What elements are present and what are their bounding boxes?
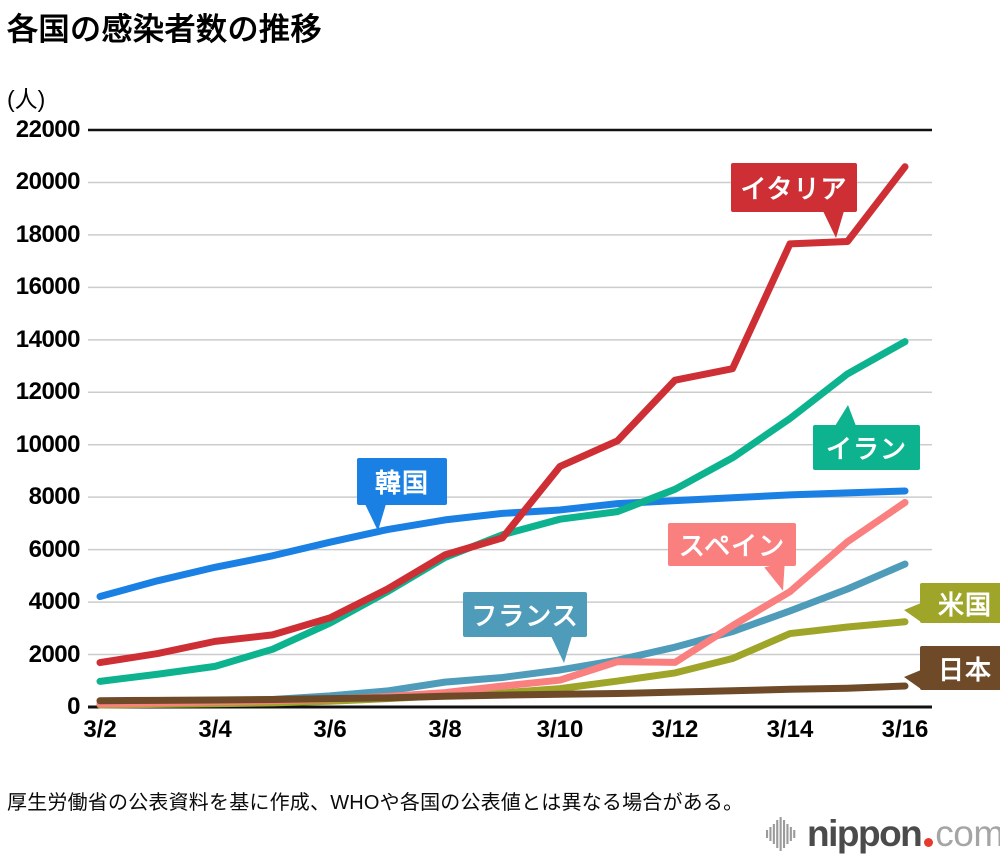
series-line-japan: [96, 682, 909, 705]
callout-pointer: [823, 211, 844, 238]
x-tick-label: 3/6: [313, 716, 347, 743]
series-label-france-text: フランス: [471, 601, 579, 631]
y-tick-label: 12000: [15, 378, 81, 406]
nippon-logo: nippon com: [766, 813, 1000, 855]
chart-title: 各国の感染者数の推移: [7, 12, 322, 47]
soundwave-icon: [766, 817, 796, 851]
series-label-italy: イタリア: [731, 163, 857, 238]
x-tick-label: 3/12: [651, 716, 699, 743]
logo-brand: nippon: [807, 813, 923, 854]
y-tick-label: 20000: [15, 168, 81, 196]
logo-tld: com: [935, 813, 1000, 854]
series-line-italy: [96, 163, 909, 667]
y-tick-label: 8000: [28, 483, 81, 511]
series-label-france: フランス: [463, 592, 587, 663]
y-tick-label: 18000: [15, 220, 81, 248]
series-label-korea-text: 韓国: [374, 468, 429, 498]
callout-pointer: [835, 405, 856, 426]
series-label-spain-text: スペイン: [678, 531, 786, 561]
y-tick-label: 14000: [15, 325, 81, 353]
series-label-japan-text: 日本: [937, 654, 992, 685]
y-tick-label: 22000: [15, 116, 81, 143]
series-label-iran-text: イラン: [825, 434, 907, 464]
y-tick-label: 4000: [28, 588, 81, 616]
x-tick-label: 3/10: [536, 716, 584, 743]
series-label-iran: イラン: [813, 405, 920, 470]
source-note: 厚生労働省の公表資料を基に作成、WHOや各国の公表値とは異なる場合がある。: [7, 792, 744, 814]
callout-pointer: [904, 603, 921, 622]
logo-dot: [924, 837, 934, 847]
y-axis-unit-label: (人): [7, 86, 46, 112]
x-tick-label: 3/14: [766, 716, 814, 743]
callout-pointer: [551, 636, 572, 663]
series-label-usa: 米国: [904, 583, 1000, 623]
series-line-korea: [96, 487, 909, 601]
callout-pointer: [904, 670, 921, 689]
x-tick-label: 3/2: [83, 716, 117, 743]
series-label-usa-text: 米国: [937, 589, 992, 620]
y-tick-label: 2000: [28, 640, 81, 668]
y-tick-label: 6000: [28, 535, 81, 563]
x-tick-label: 3/16: [881, 716, 929, 743]
line-chart-plot: [88, 128, 932, 709]
x-tick-label: 3/8: [428, 716, 462, 743]
y-tick-label: 10000: [15, 430, 81, 458]
x-tick-label: 3/4: [198, 716, 232, 743]
y-tick-label: 16000: [15, 273, 81, 301]
series-label-korea: 韓国: [357, 458, 447, 531]
series-label-japan: 日本: [904, 646, 1000, 690]
series-label-spain: スペイン: [668, 523, 796, 594]
callout-pointer: [365, 504, 386, 531]
series-label-italy-text: イタリア: [740, 174, 848, 204]
y-tick-label: 0: [67, 693, 80, 720]
